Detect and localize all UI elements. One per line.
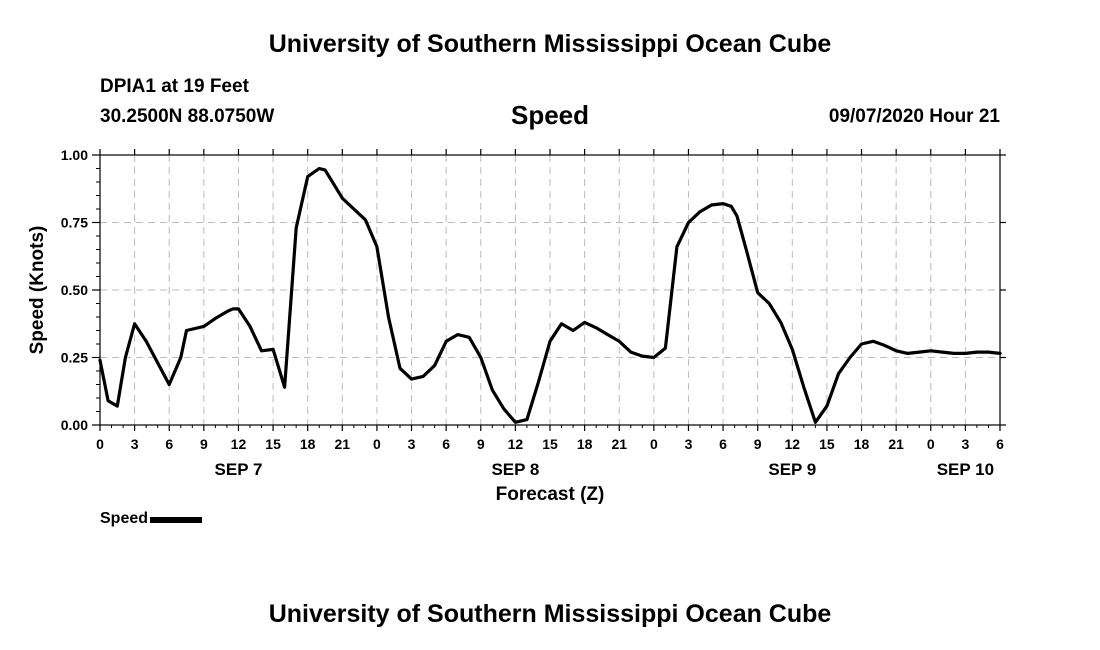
x-tick-label: 21 bbox=[335, 436, 351, 452]
page-title: University of Southern Mississippi Ocean… bbox=[268, 30, 832, 58]
y-tick-label: 0.50 bbox=[61, 282, 88, 298]
x-tick-label: 0 bbox=[927, 436, 935, 452]
legend: Speed bbox=[100, 510, 203, 528]
x-day-label: SEP 7 bbox=[215, 460, 263, 479]
y-tick-label: 1.00 bbox=[61, 147, 88, 163]
forecast-datetime: 09/07/2020 Hour 21 bbox=[828, 106, 1000, 127]
x-tick-label: 12 bbox=[231, 436, 247, 452]
axis-ticks: 0.00 0.25 0.50 0.75 1.00 0 3 6 9 12 15 18 21 0 3 6 9 12 15… bbox=[61, 147, 1006, 479]
series-layer bbox=[98, 166, 1002, 424]
plot-frame bbox=[99, 154, 1001, 426]
x-tick-label: 21 bbox=[611, 436, 627, 452]
x-tick-label: 6 bbox=[442, 436, 450, 452]
x-day-label: SEP 10 bbox=[937, 460, 994, 479]
y-tick-label: 0.00 bbox=[61, 417, 88, 433]
legend-label: Speed bbox=[100, 510, 149, 527]
x-tick-label: 3 bbox=[685, 436, 693, 452]
x-tick-label: 9 bbox=[754, 436, 762, 452]
x-tick-label: 0 bbox=[96, 436, 104, 452]
x-tick-label: 18 bbox=[300, 436, 316, 452]
y-axis-label: Speed (Knots) bbox=[27, 226, 48, 355]
y-tick-label: 0.25 bbox=[61, 350, 88, 366]
x-tick-label: 0 bbox=[650, 436, 658, 452]
grid bbox=[100, 155, 1000, 425]
series-line-speed bbox=[98, 166, 1002, 424]
x-tick-label: 6 bbox=[996, 436, 1004, 452]
x-tick-label: 0 bbox=[373, 436, 381, 452]
x-tick-label: 18 bbox=[577, 436, 593, 452]
legend-line-swatch bbox=[150, 517, 203, 523]
x-tick-label: 21 bbox=[888, 436, 904, 452]
x-tick-label: 12 bbox=[785, 436, 801, 452]
x-tick-label: 6 bbox=[719, 436, 727, 452]
x-day-label: SEP 9 bbox=[768, 460, 816, 479]
y-tick-label: 0.75 bbox=[61, 215, 88, 231]
x-tick-label: 9 bbox=[200, 436, 208, 452]
x-tick-label: 15 bbox=[542, 436, 558, 452]
x-tick-label: 15 bbox=[819, 436, 835, 452]
x-axis-label: Forecast (Z) bbox=[496, 484, 605, 505]
x-tick-label: 12 bbox=[508, 436, 524, 452]
footer-title: University of Southern Mississippi Ocean… bbox=[268, 600, 832, 628]
x-tick-label: 9 bbox=[477, 436, 485, 452]
chart-title: Speed bbox=[510, 100, 590, 130]
x-tick-label: 3 bbox=[961, 436, 969, 452]
x-tick-label: 6 bbox=[165, 436, 173, 452]
coordinates-label: 30.2500N 88.0750W bbox=[100, 106, 275, 127]
x-tick-label: 3 bbox=[131, 436, 139, 452]
station-label: DPIA1 at 19 Feet bbox=[100, 76, 249, 97]
x-tick-label: 18 bbox=[854, 436, 870, 452]
x-day-label: SEP 8 bbox=[491, 460, 539, 479]
x-tick-label: 3 bbox=[408, 436, 416, 452]
x-tick-label: 15 bbox=[265, 436, 281, 452]
